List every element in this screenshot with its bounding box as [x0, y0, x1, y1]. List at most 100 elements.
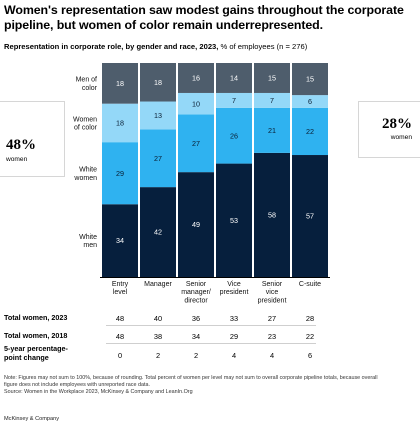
bar-segment [178, 114, 214, 173]
data-label: 57 [306, 212, 314, 221]
row-label-line: Total women, 2023 [4, 313, 68, 322]
data-label: 18 [116, 79, 124, 88]
data-label: 22 [306, 127, 314, 136]
table-cell: 0 [117, 351, 123, 360]
table-cell: 38 [153, 332, 163, 341]
data-label: 7 [270, 96, 274, 105]
series-label: White women [73, 167, 97, 182]
note-line-2: figure does not include employees with u… [4, 382, 150, 389]
data-label: 21 [268, 126, 276, 135]
category-label: Senior manager/director [181, 281, 211, 304]
row-label: 5-year percentage-point change [4, 344, 68, 362]
table-cell: 34 [191, 332, 201, 341]
table-cell: 48 [115, 332, 125, 341]
table-cell: 2 [193, 351, 199, 360]
bar-segment [178, 63, 214, 93]
bar-segment [254, 63, 290, 93]
callout-left: 48% women [0, 101, 65, 177]
row-label-line: 5-year percentage- [4, 344, 68, 353]
callout-right-label: women [390, 134, 412, 141]
bar-segment [292, 155, 328, 277]
stacked-bar-chart: 34 29 18 18 Entry level 42 27 13 18 Manager 49 27 10 1… [73, 63, 330, 304]
chart-subtitle: Representation in corporate role, by gen… [4, 42, 307, 51]
table-row: Total women, 2018 48 38 34 29 23 22 [0, 328, 420, 346]
data-label: 14 [230, 74, 238, 83]
bar-segment [140, 63, 176, 102]
data-label: 34 [116, 236, 124, 245]
table-cell: 2 [155, 351, 161, 360]
note-line-1: Note: Figures may not sum to 100%, becau… [4, 375, 378, 381]
callout-left-label: women [6, 156, 28, 163]
category-label: Entry level [112, 281, 129, 296]
bar-segment [292, 63, 328, 96]
data-label: 18 [116, 119, 124, 128]
bar-segment [102, 103, 138, 143]
data-label: 10 [192, 99, 200, 108]
data-label: 42 [154, 228, 162, 237]
data-label: 15 [268, 74, 276, 83]
data-label: 49 [192, 220, 200, 229]
category-label: Senior vice president [258, 281, 287, 304]
data-label: 53 [230, 216, 238, 225]
bar-segment [178, 92, 214, 115]
bar-segment [140, 187, 176, 277]
bar-segment [254, 152, 290, 277]
table-cell: 27 [267, 314, 277, 323]
data-label: 16 [192, 74, 200, 83]
table-cell: 40 [153, 314, 163, 323]
table-row: Total women, 2023 48 40 36 33 27 28 [0, 310, 420, 328]
chart-title: Women's representation saw modest gains … [4, 3, 404, 32]
row-label-line: point change [4, 352, 49, 362]
table-cell: 23 [267, 332, 277, 341]
bar-segment [140, 101, 176, 130]
bar-segment [102, 204, 138, 277]
table-cell: 4 [231, 351, 237, 360]
bar-segment [178, 172, 214, 277]
row-label-line: Total women, 2018 [4, 331, 68, 340]
bar-segment [254, 92, 290, 108]
series-label: White men [79, 234, 97, 249]
subtitle-rest: % of employees (n = 276) [218, 42, 308, 51]
data-label: 6 [308, 97, 312, 106]
chart-note: Note: Figures may not sum to 100%, becau… [4, 375, 414, 397]
bar-segment [292, 107, 328, 156]
callout-left-value: 48% [6, 137, 36, 153]
bar-segment [216, 92, 252, 108]
callout-right-value: 28% [382, 116, 412, 132]
table-cell: 33 [229, 314, 239, 323]
data-label: 29 [116, 169, 124, 178]
data-label: 7 [232, 96, 236, 105]
subtitle-bold: Representation in corporate role, by gen… [4, 42, 219, 51]
bar-segment [216, 107, 252, 164]
bar-segment [102, 142, 138, 205]
series-label: Men of color [76, 77, 98, 92]
category-label: C-suite [299, 281, 321, 288]
category-label: Vice president [220, 281, 249, 296]
row-label: Total women, 2023 [4, 313, 68, 323]
table-cell: 29 [229, 332, 239, 341]
data-label: 27 [192, 139, 200, 148]
bar-segment [254, 107, 290, 153]
category-label: Manager [144, 281, 172, 288]
series-label: Women of color [73, 116, 98, 131]
data-label: 15 [306, 75, 314, 84]
table-cell: 28 [305, 314, 315, 323]
source-line: Source: Women in the Workplace 2023, McK… [4, 389, 193, 396]
table-cell: 4 [269, 351, 275, 360]
data-label: 27 [154, 154, 162, 163]
data-label: 18 [154, 78, 162, 87]
data-label: 26 [230, 131, 238, 140]
row-label: Total women, 2018 [4, 331, 68, 341]
row-divider [106, 343, 316, 344]
bar-segment [216, 163, 252, 277]
table-row: 5-year percentage-point change 0 2 2 4 4 6 [0, 344, 420, 363]
bar-segment [292, 95, 328, 108]
bar-segment [216, 63, 252, 93]
data-label: 13 [154, 111, 162, 120]
table-cell: 22 [305, 332, 315, 341]
data-label: 58 [268, 211, 276, 220]
bar-segment [102, 63, 138, 104]
table-cell: 36 [191, 314, 201, 323]
bar-segment [140, 129, 176, 188]
row-divider [106, 325, 316, 326]
